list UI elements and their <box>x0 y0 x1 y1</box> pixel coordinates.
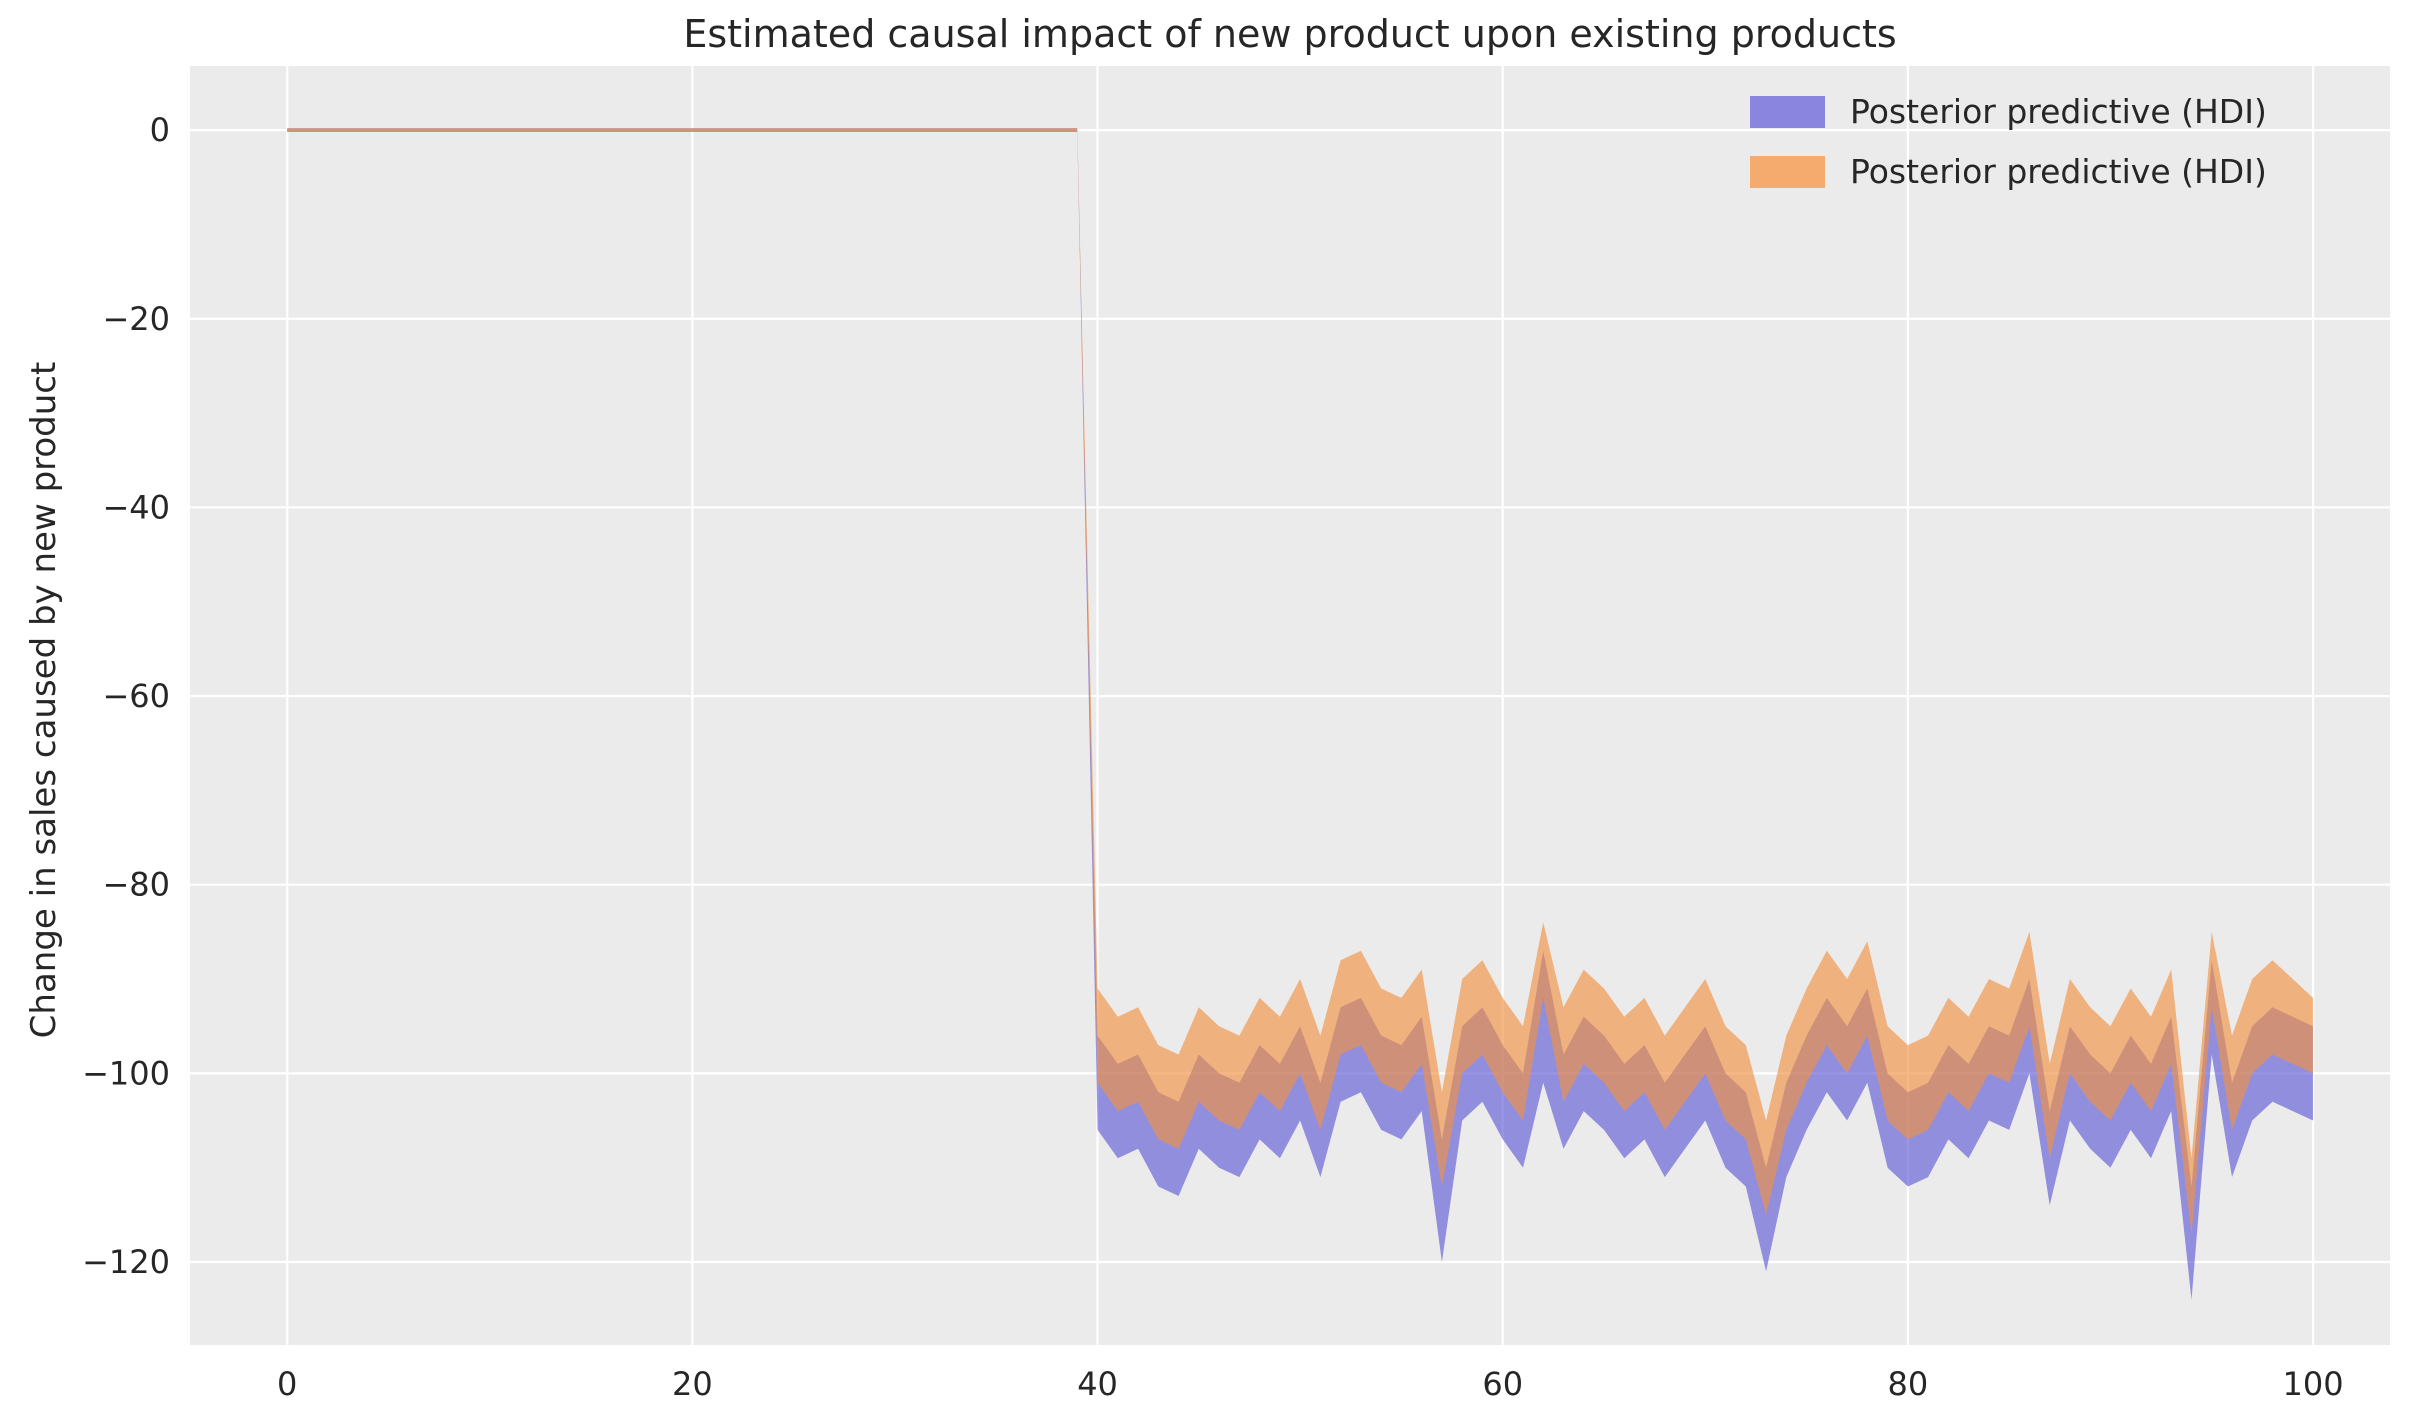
chart-title: Estimated causal impact of new product u… <box>683 12 1897 56</box>
hdi-band-orange <box>287 128 2314 1234</box>
legend-label: Posterior predictive (HDI) <box>1850 152 2267 191</box>
x-tick-label: 60 <box>1482 1365 1523 1403</box>
y-tick-label: −100 <box>82 1054 170 1092</box>
y-tick-label: −120 <box>82 1243 170 1281</box>
y-tick-label: −40 <box>102 488 170 526</box>
x-tick-label: 100 <box>2282 1365 2343 1403</box>
legend-label: Posterior predictive (HDI) <box>1850 92 2267 131</box>
x-tick-label: 20 <box>672 1365 713 1403</box>
x-tick-label: 80 <box>1888 1365 1929 1403</box>
y-tick-label: −20 <box>102 300 170 338</box>
legend-swatch-orange <box>1750 156 1825 188</box>
y-tick-label: −80 <box>102 866 170 904</box>
y-tick-label: 0 <box>150 111 170 149</box>
y-tick-label: −60 <box>102 677 170 715</box>
x-tick-label: 0 <box>277 1365 297 1403</box>
legend-swatch-blue <box>1750 96 1825 128</box>
x-tick-label: 40 <box>1077 1365 1118 1403</box>
